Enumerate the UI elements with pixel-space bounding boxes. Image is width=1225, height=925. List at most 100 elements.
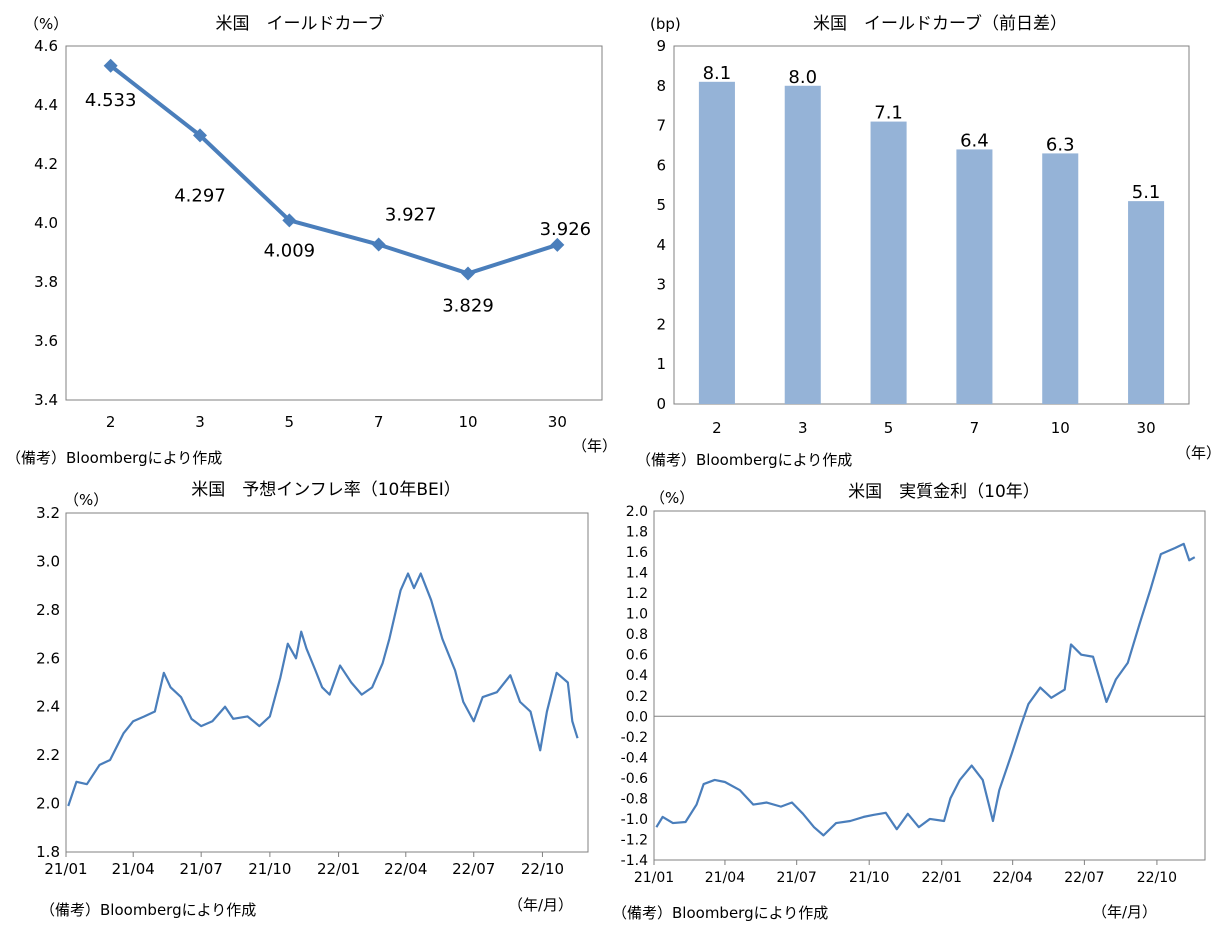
y-tick-label: -0.2 [621, 730, 648, 746]
y-tick-label: 1.8 [626, 525, 648, 541]
bar [1042, 153, 1079, 404]
y-unit-label: （%） [24, 15, 68, 33]
x-tick-label: 21/10 [248, 860, 291, 878]
x-tick-label: 10 [1051, 419, 1070, 437]
data-point-marker [550, 237, 565, 252]
data-label: 3.927 [385, 205, 437, 226]
real-rate-line [655, 542, 1196, 837]
y-tick-label: 1 [656, 355, 666, 373]
plot-frame [65, 512, 589, 853]
y-tick-label: 2.2 [36, 746, 60, 764]
y-tick-label: 3.0 [36, 552, 60, 570]
x-tick-label: 22/07 [1064, 870, 1104, 886]
x-unit-label: （年/月） [508, 896, 573, 914]
bar [956, 149, 993, 404]
y-tick-label: -0.4 [621, 750, 648, 766]
data-point-marker [193, 128, 207, 143]
x-tick-label: 22/04 [384, 860, 427, 878]
data-label: 7.1 [874, 103, 903, 124]
x-tick-label: 7 [970, 419, 980, 437]
y-tick-label: 7 [656, 117, 666, 135]
y-tick-label: -1.4 [621, 853, 648, 869]
x-unit-label: （年） [572, 437, 612, 455]
data-label: 4.533 [85, 90, 137, 111]
chart-title: 米国 イールドカーブ（前日差） [813, 13, 1067, 34]
y-tick-label: 4.4 [34, 96, 58, 114]
chart-title: 米国 実質金利（10年） [848, 482, 1040, 502]
x-tick-label: 21/07 [180, 860, 223, 878]
y-tick-label: 0.0 [626, 709, 648, 725]
y-tick-label: 4.6 [34, 37, 58, 55]
yield-change-chart: 米国 イールドカーブ（前日差） (bp) 0 1 2 3 4 5 6 7 8 9 8.1 2 8.0 3… [650, 13, 1221, 462]
bar [1128, 201, 1165, 404]
y-tick-label: 1.0 [626, 607, 648, 623]
y-tick-label: 2.8 [36, 601, 60, 619]
y-tick-label: 5 [656, 196, 666, 214]
x-tick-label: 22/01 [922, 870, 962, 886]
x-tick-label: 21/10 [849, 870, 889, 886]
source-note: （備考）Bloombergにより作成 [636, 451, 853, 469]
y-tick-label: 3.2 [36, 504, 60, 522]
y-tick-label: 1.2 [626, 586, 648, 602]
data-label: 4.009 [264, 240, 316, 261]
y-tick-label: 0.8 [626, 627, 648, 643]
plot-frame [65, 45, 603, 401]
y-tick-label: -0.8 [621, 791, 648, 807]
bar [870, 121, 907, 405]
x-tick-label: 21/01 [634, 870, 674, 886]
x-tick-label: 7 [374, 413, 384, 431]
y-tick-label: 0 [656, 395, 666, 413]
chart-title: 米国 予想インフレ率（10年BEI） [191, 480, 461, 500]
data-label: 8.1 [703, 63, 732, 84]
y-tick-label: 0.4 [626, 668, 648, 684]
x-tick-label: 21/04 [112, 860, 155, 878]
x-tick-label: 5 [884, 419, 894, 437]
x-tick-label: 5 [285, 413, 295, 431]
data-label: 4.297 [174, 185, 226, 206]
y-tick-label: 4 [656, 236, 666, 254]
y-tick-label: 8 [656, 77, 666, 95]
x-tick-label: 21/04 [705, 870, 745, 886]
y-tick-label: 2.0 [626, 504, 648, 520]
y-tick-label: 3.6 [34, 332, 58, 350]
data-label: 6.4 [960, 130, 989, 151]
yield-curve-chart: 米国 イールドカーブ （%） 3.4 3.6 3.8 4.0 4.2 4.4 4.6 2 3 5… [24, 13, 612, 455]
x-tick-label: 22/04 [992, 870, 1032, 886]
data-label: 3.926 [540, 219, 592, 240]
x-tick-label: 21/07 [776, 870, 816, 886]
x-tick-label: 22/10 [1137, 870, 1177, 886]
y-tick-label: 6 [656, 156, 666, 174]
bei-chart: 米国 予想インフレ率（10年BEI） （%） 1.8 2.0 2.2 2.4 2.6 2.… [36, 480, 589, 914]
y-tick-label: 4.2 [34, 155, 58, 173]
x-tick-label: 30 [1137, 419, 1156, 437]
source-note: （備考）Bloombergにより作成 [6, 449, 223, 467]
y-unit-label: （%） [64, 491, 108, 509]
data-point-marker [371, 237, 386, 252]
y-tick-label: 1.8 [36, 843, 60, 861]
x-tick-label: 22/01 [317, 860, 360, 878]
x-tick-label: 3 [195, 413, 205, 431]
x-tick-label: 10 [458, 413, 477, 431]
bei-line [67, 572, 579, 807]
x-tick-label: 2 [712, 419, 722, 437]
y-tick-label: 2 [656, 315, 666, 333]
y-tick-label: 3 [656, 276, 666, 294]
data-label: 6.3 [1046, 134, 1075, 155]
y-tick-label: 0.2 [626, 689, 648, 705]
data-label: 3.829 [442, 295, 494, 316]
data-label: 5.1 [1132, 182, 1161, 203]
yield-line [109, 64, 558, 276]
y-tick-label: 4.0 [34, 214, 58, 232]
source-note: （備考）Bloombergにより作成 [612, 904, 829, 922]
y-tick-label: 9 [656, 37, 666, 55]
bar [698, 81, 735, 405]
y-unit-label: (bp) [650, 15, 681, 33]
x-tick-label: 21/01 [44, 860, 87, 878]
x-tick-label: 30 [548, 413, 567, 431]
data-point-marker [282, 213, 297, 228]
data-point-marker [103, 58, 118, 73]
source-note: （備考）Bloombergにより作成 [40, 901, 257, 919]
y-tick-label: 2.0 [36, 795, 60, 813]
data-label: 8.0 [788, 67, 817, 88]
x-unit-label: （年） [1176, 444, 1221, 462]
